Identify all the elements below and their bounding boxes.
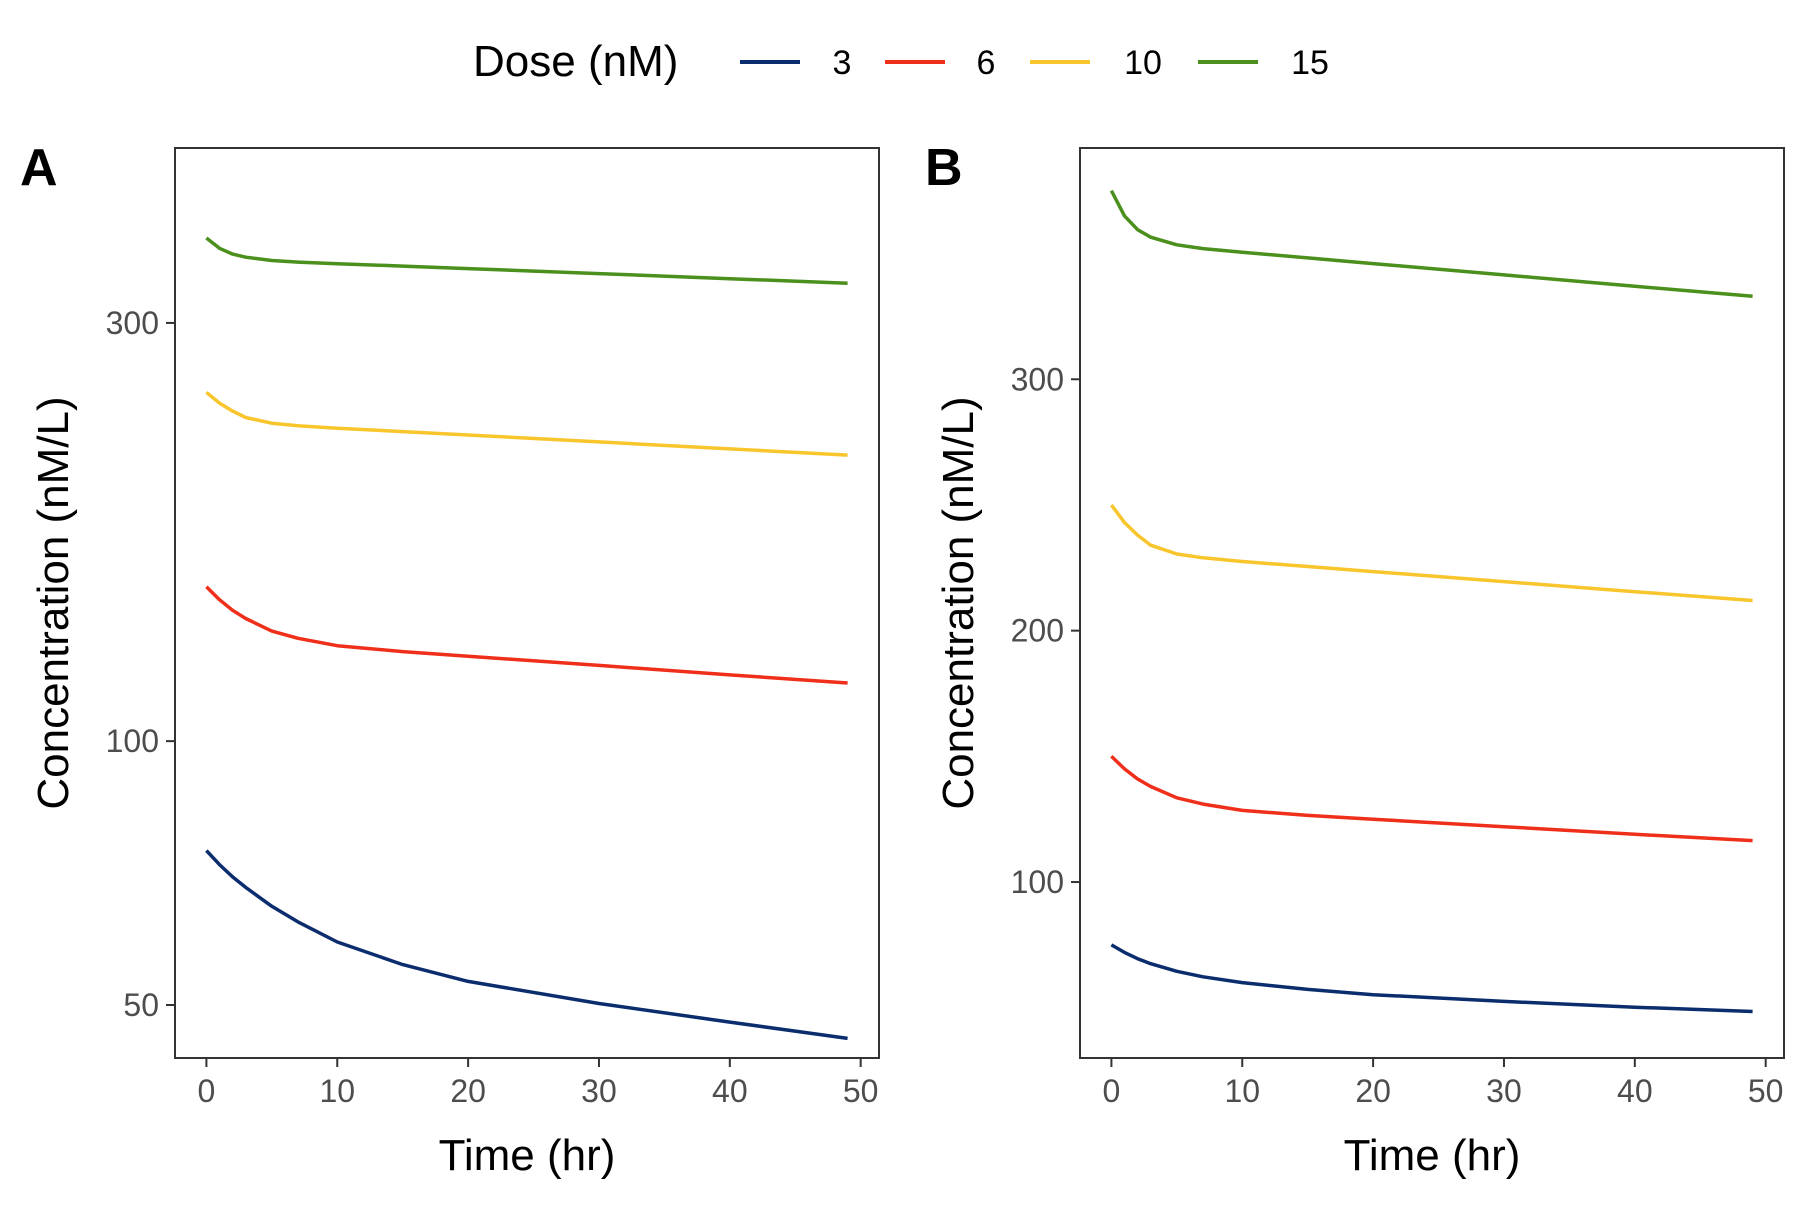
x-tick-label-a-2: 20 xyxy=(450,1073,486,1109)
series-line-b-dose-15 xyxy=(1109,189,1753,299)
series-b xyxy=(1109,189,1753,1014)
legend-label-2: 10 xyxy=(1124,44,1162,82)
legend: Dose (nM) 3 6 10 15 xyxy=(473,37,1329,86)
x-tick-label-a-5: 50 xyxy=(843,1073,879,1109)
x-tick-label-b-5: 50 xyxy=(1748,1073,1784,1109)
x-tick-label-a-0: 0 xyxy=(198,1073,216,1109)
panel-a: A 0 10 20 30 40 50 50 100 300 Time (hr) Concent… xyxy=(20,139,880,1180)
x-axis-title-b: Time (hr) xyxy=(1344,1131,1521,1180)
x-tick-label-a-3: 30 xyxy=(581,1073,617,1109)
legend-title: Dose (nM) xyxy=(473,37,678,86)
y-tick-label-a-1: 100 xyxy=(106,723,159,759)
legend-label-0: 3 xyxy=(833,44,852,82)
series-line-b-dose-6 xyxy=(1110,755,1753,843)
plot-frame-a xyxy=(174,147,880,1059)
x-tick-label-b-2: 20 xyxy=(1355,1073,1391,1109)
series-line-a-dose-15 xyxy=(205,236,848,285)
x-tick-label-a-1: 10 xyxy=(319,1073,355,1109)
panel-tag-b: B xyxy=(925,139,963,197)
y-tick-label-b-2: 300 xyxy=(1011,361,1064,397)
y-tick-label-b-0: 100 xyxy=(1011,864,1064,900)
y-axis-b: 100 200 300 xyxy=(1011,361,1080,900)
panel-b: B 0 10 20 30 40 50 100 200 300 Time (hr) Concen… xyxy=(925,139,1785,1180)
x-tick-label-b-0: 0 xyxy=(1103,1073,1121,1109)
x-axis-a: 0 10 20 30 40 50 xyxy=(198,1058,879,1109)
series-line-a-dose-6 xyxy=(205,585,848,685)
legend-item-3: 15 xyxy=(1198,44,1329,82)
y-axis-a: 50 100 300 xyxy=(106,305,175,1023)
x-axis-title-a: Time (hr) xyxy=(439,1131,616,1180)
y-axis-title-b: Concentration (nM/L) xyxy=(934,396,983,809)
legend-label-3: 15 xyxy=(1291,44,1329,82)
y-tick-label-a-0: 50 xyxy=(123,987,159,1023)
x-axis-b: 0 10 20 30 40 50 xyxy=(1103,1058,1784,1109)
legend-item-2: 10 xyxy=(1030,44,1162,82)
series-line-a-dose-3 xyxy=(205,849,848,1041)
y-tick-label-b-1: 200 xyxy=(1011,613,1064,649)
plot-frame-b xyxy=(1079,147,1785,1059)
legend-item-1: 6 xyxy=(885,44,995,82)
series-line-b-dose-10 xyxy=(1109,503,1753,603)
x-tick-label-b-1: 10 xyxy=(1224,1073,1260,1109)
y-axis-title-a: Concentration (nM/L) xyxy=(29,396,78,809)
y-tick-label-a-2: 300 xyxy=(106,305,159,341)
series-line-a-dose-10 xyxy=(205,390,848,457)
x-tick-label-b-4: 40 xyxy=(1617,1073,1653,1109)
series-line-b-dose-3 xyxy=(1110,943,1753,1014)
x-tick-label-b-3: 30 xyxy=(1486,1073,1522,1109)
series-a xyxy=(205,236,848,1041)
panel-tag-a: A xyxy=(20,139,58,197)
x-tick-label-a-4: 40 xyxy=(712,1073,748,1109)
legend-item-0: 3 xyxy=(740,44,851,82)
legend-label-1: 6 xyxy=(977,44,996,82)
